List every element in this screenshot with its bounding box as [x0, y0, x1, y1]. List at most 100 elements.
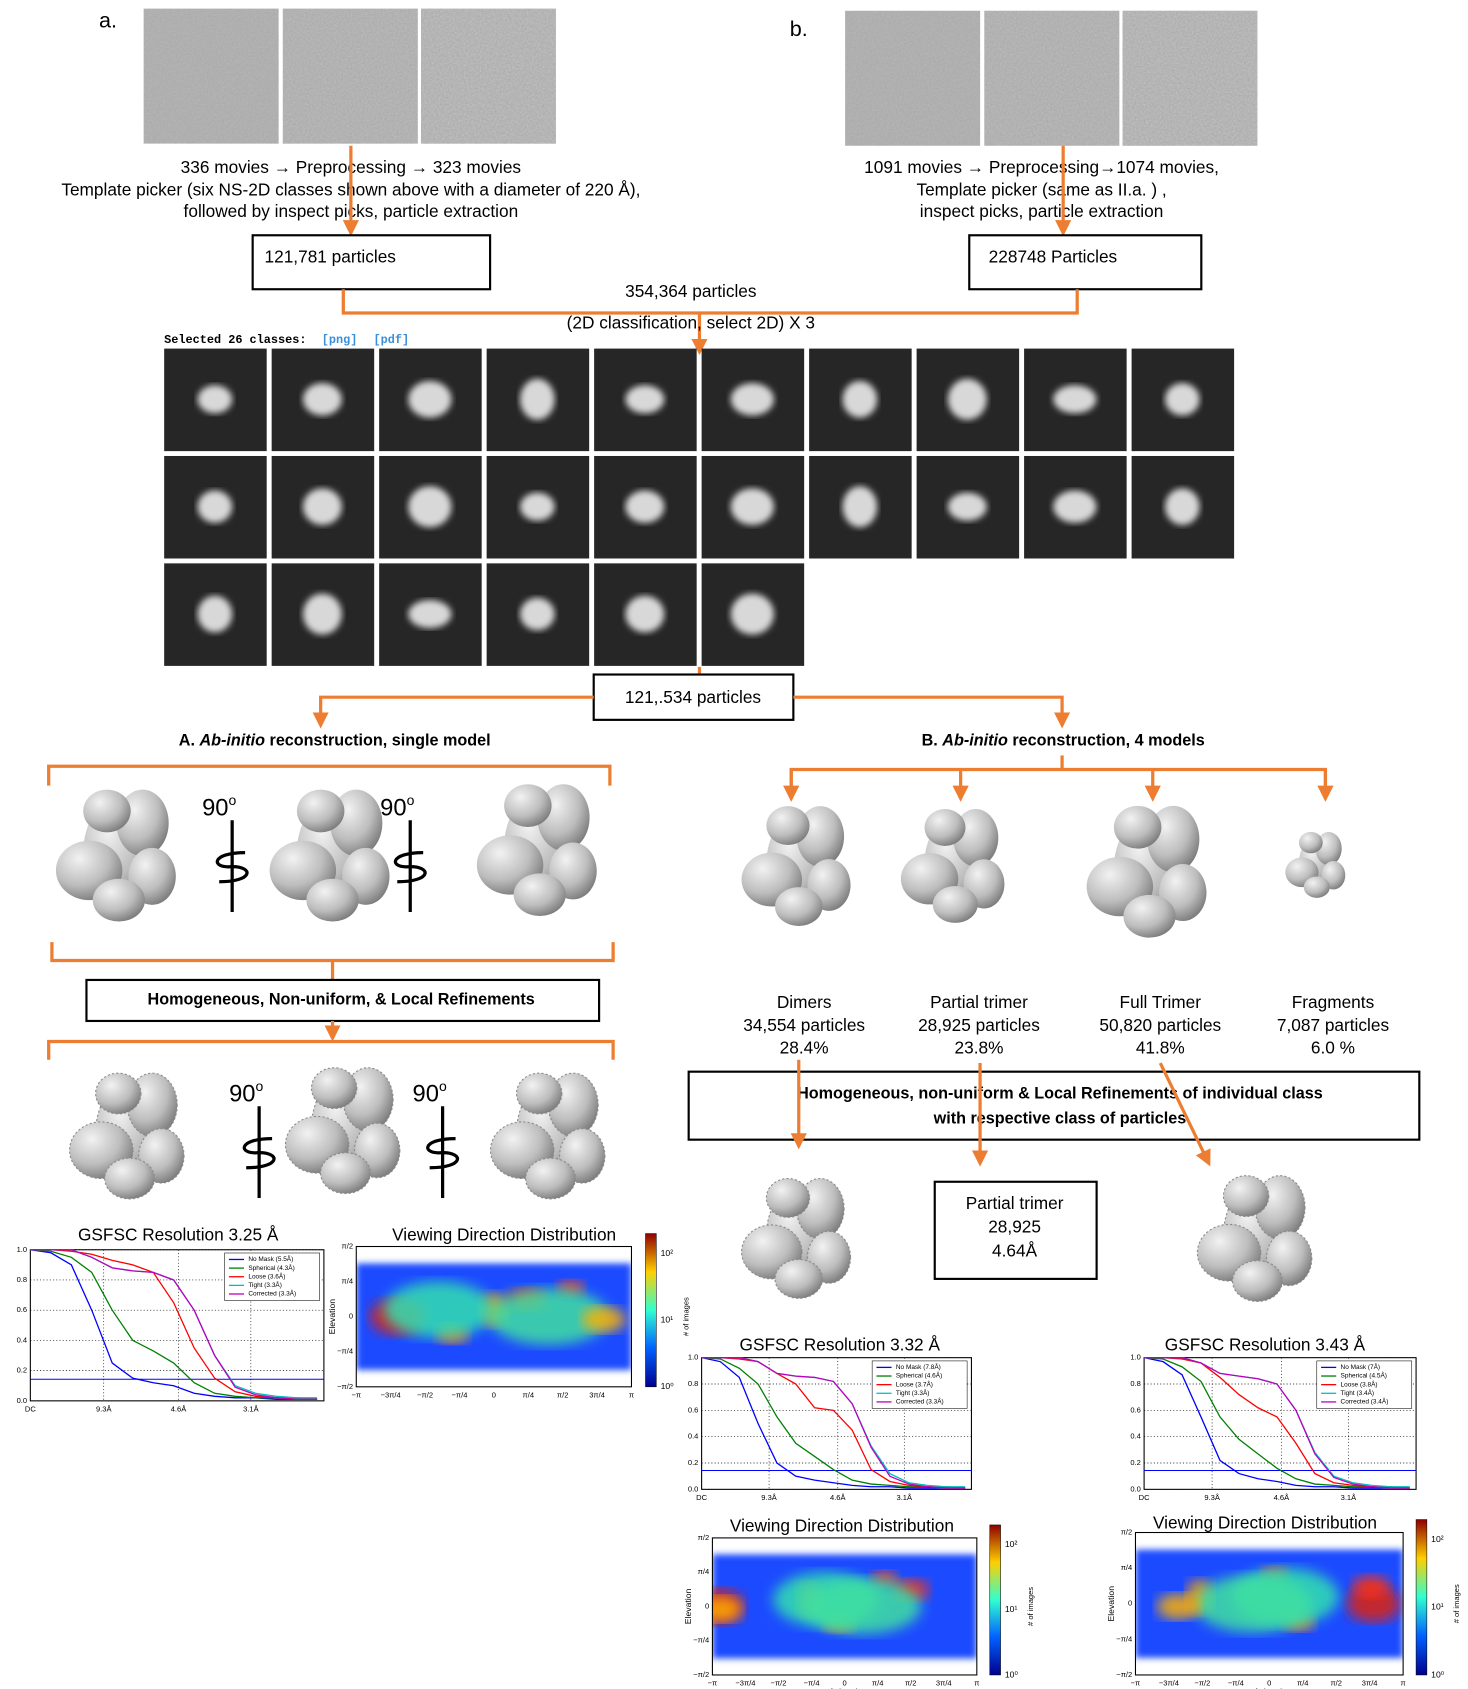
degree: o [255, 1077, 263, 1093]
x-tick-label: −π [708, 1679, 718, 1688]
colorbar-label: # of images [682, 1297, 691, 1336]
map-lobe [93, 879, 145, 922]
colorbar-tick-label: 10⁰ [661, 1381, 675, 1391]
map-lobe [775, 887, 822, 926]
y-tick-label: π/2 [1121, 1528, 1133, 1537]
class-particle [731, 594, 774, 635]
map-lobe [1123, 895, 1175, 938]
y-tick-label: 0 [705, 1601, 709, 1610]
x-tick-label: π/4 [1297, 1679, 1309, 1688]
heatmap-spot [582, 1307, 626, 1332]
x-tick-label: −π [351, 1390, 361, 1399]
label: 41.8% [1136, 1038, 1185, 1058]
label: 1091 movies → Preprocessing→1074 movies, [864, 157, 1219, 177]
x-tick-label: π [629, 1390, 634, 1399]
label: 23.8% [955, 1038, 1004, 1058]
colorbar-tick-label: 10¹ [1005, 1604, 1018, 1614]
micrograph-texture [984, 11, 1119, 146]
class-particle [1165, 488, 1200, 525]
label: Template picker (same as II.a. ) , [916, 180, 1166, 200]
density-map [1197, 1176, 1311, 1302]
colorbar-label: # of images [1026, 1587, 1035, 1626]
density-map [1087, 806, 1207, 938]
map-lobe [766, 806, 809, 845]
label: inspect picks, particle extraction [920, 201, 1164, 221]
y-tick-label: −π/2 [1116, 1670, 1132, 1679]
heatmap [356, 1247, 631, 1387]
label: a. [99, 7, 117, 32]
map-lobe [1304, 876, 1330, 897]
label: 121,781 particles [265, 246, 396, 266]
workflow-figure: a.b.336 movies → Preprocessing → 323 mov… [0, 0, 1468, 1689]
label: Homogeneous, non-uniform & Local Refinem… [797, 1085, 1323, 1103]
y-axis-label: Elevation [327, 1299, 337, 1335]
label: 50,820 particles [1099, 1015, 1221, 1035]
map-lobe [1299, 832, 1323, 853]
map-lobe [83, 790, 130, 833]
map-lobe [514, 873, 566, 916]
rotation-angle: 90o [229, 1077, 263, 1107]
label: 4.64Å [992, 1240, 1038, 1260]
class-particle [1053, 491, 1096, 523]
y-tick-label: 0.4 [1130, 1432, 1141, 1441]
branch-title: A. Ab-initio reconstruction, single mode… [179, 732, 491, 750]
micrograph-texture [421, 9, 556, 144]
y-tick-label: 0.4 [688, 1432, 699, 1441]
density-map [901, 809, 1005, 923]
micrograph-texture [144, 9, 279, 144]
label: 354,364 particles [625, 281, 756, 301]
title-italic: Ab-initio [198, 732, 265, 750]
x-tick-label: −3π/4 [735, 1679, 755, 1688]
label: 28,925 [988, 1217, 1041, 1237]
x-tick-label: 3π/4 [1362, 1679, 1378, 1688]
plot-title: Viewing Direction Distribution [1153, 1512, 1377, 1532]
map-lobe [297, 790, 344, 833]
class-particle [948, 379, 987, 420]
micrograph-texture [1123, 11, 1258, 146]
plot-title: Viewing Direction Distribution [392, 1224, 616, 1244]
colorbar-tick-label: 10¹ [661, 1314, 674, 1324]
y-tick-label: 0.4 [17, 1335, 27, 1344]
colorbar-tick-label: 10² [1005, 1539, 1018, 1549]
label: b. [790, 16, 808, 41]
label: 28,925 particles [918, 1015, 1040, 1035]
title-rest: reconstruction, single model [265, 732, 491, 750]
plot-title: GSFSC Resolution 3.25 Å [78, 1224, 279, 1244]
x-tick-label: −π/4 [1228, 1679, 1244, 1688]
label: 7,087 particles [1277, 1015, 1389, 1035]
class-particle [198, 385, 233, 413]
angle: 90 [202, 796, 228, 822]
link[interactable]: [pdf] [374, 333, 410, 347]
angle: 90 [380, 796, 406, 822]
label: Full Trimer [1120, 992, 1202, 1012]
link[interactable]: [png] [322, 333, 358, 347]
class-particle [520, 379, 555, 420]
micrograph-texture [845, 11, 980, 146]
map-lobe [1232, 1261, 1282, 1302]
title-italic: Ab-initio [941, 732, 1008, 750]
heatmap-spot [1194, 1575, 1312, 1632]
legend-label: Spherical (4.6Å) [896, 1371, 942, 1380]
legend-label: Tight (3.4Å) [1341, 1388, 1375, 1397]
rotation-angle: 90o [413, 1077, 447, 1107]
y-tick-label: 0.2 [688, 1458, 699, 1467]
map-lobe [1223, 1176, 1268, 1217]
map-lobe [924, 809, 965, 846]
colorbar-tick-label: 10⁰ [1431, 1669, 1445, 1679]
class-particle [625, 596, 664, 633]
degree: o [439, 1077, 447, 1093]
class-particle [1053, 385, 1096, 413]
y-tick-label: π/2 [698, 1533, 710, 1542]
y-tick-label: 0.2 [17, 1366, 27, 1375]
x-tick-label: 9.3Å [761, 1493, 777, 1502]
y-tick-label: 1.0 [17, 1245, 27, 1254]
x-tick-label: π/2 [557, 1390, 569, 1399]
x-tick-label: π [1401, 1679, 1406, 1688]
class-particle [625, 491, 664, 523]
arrow [793, 697, 1062, 725]
x-tick-label: DC [1139, 1493, 1150, 1502]
map-lobe [321, 1153, 371, 1194]
rotation-angle: 90o [202, 791, 236, 821]
x-tick-label: 0 [492, 1390, 496, 1399]
class-particle [408, 600, 451, 628]
